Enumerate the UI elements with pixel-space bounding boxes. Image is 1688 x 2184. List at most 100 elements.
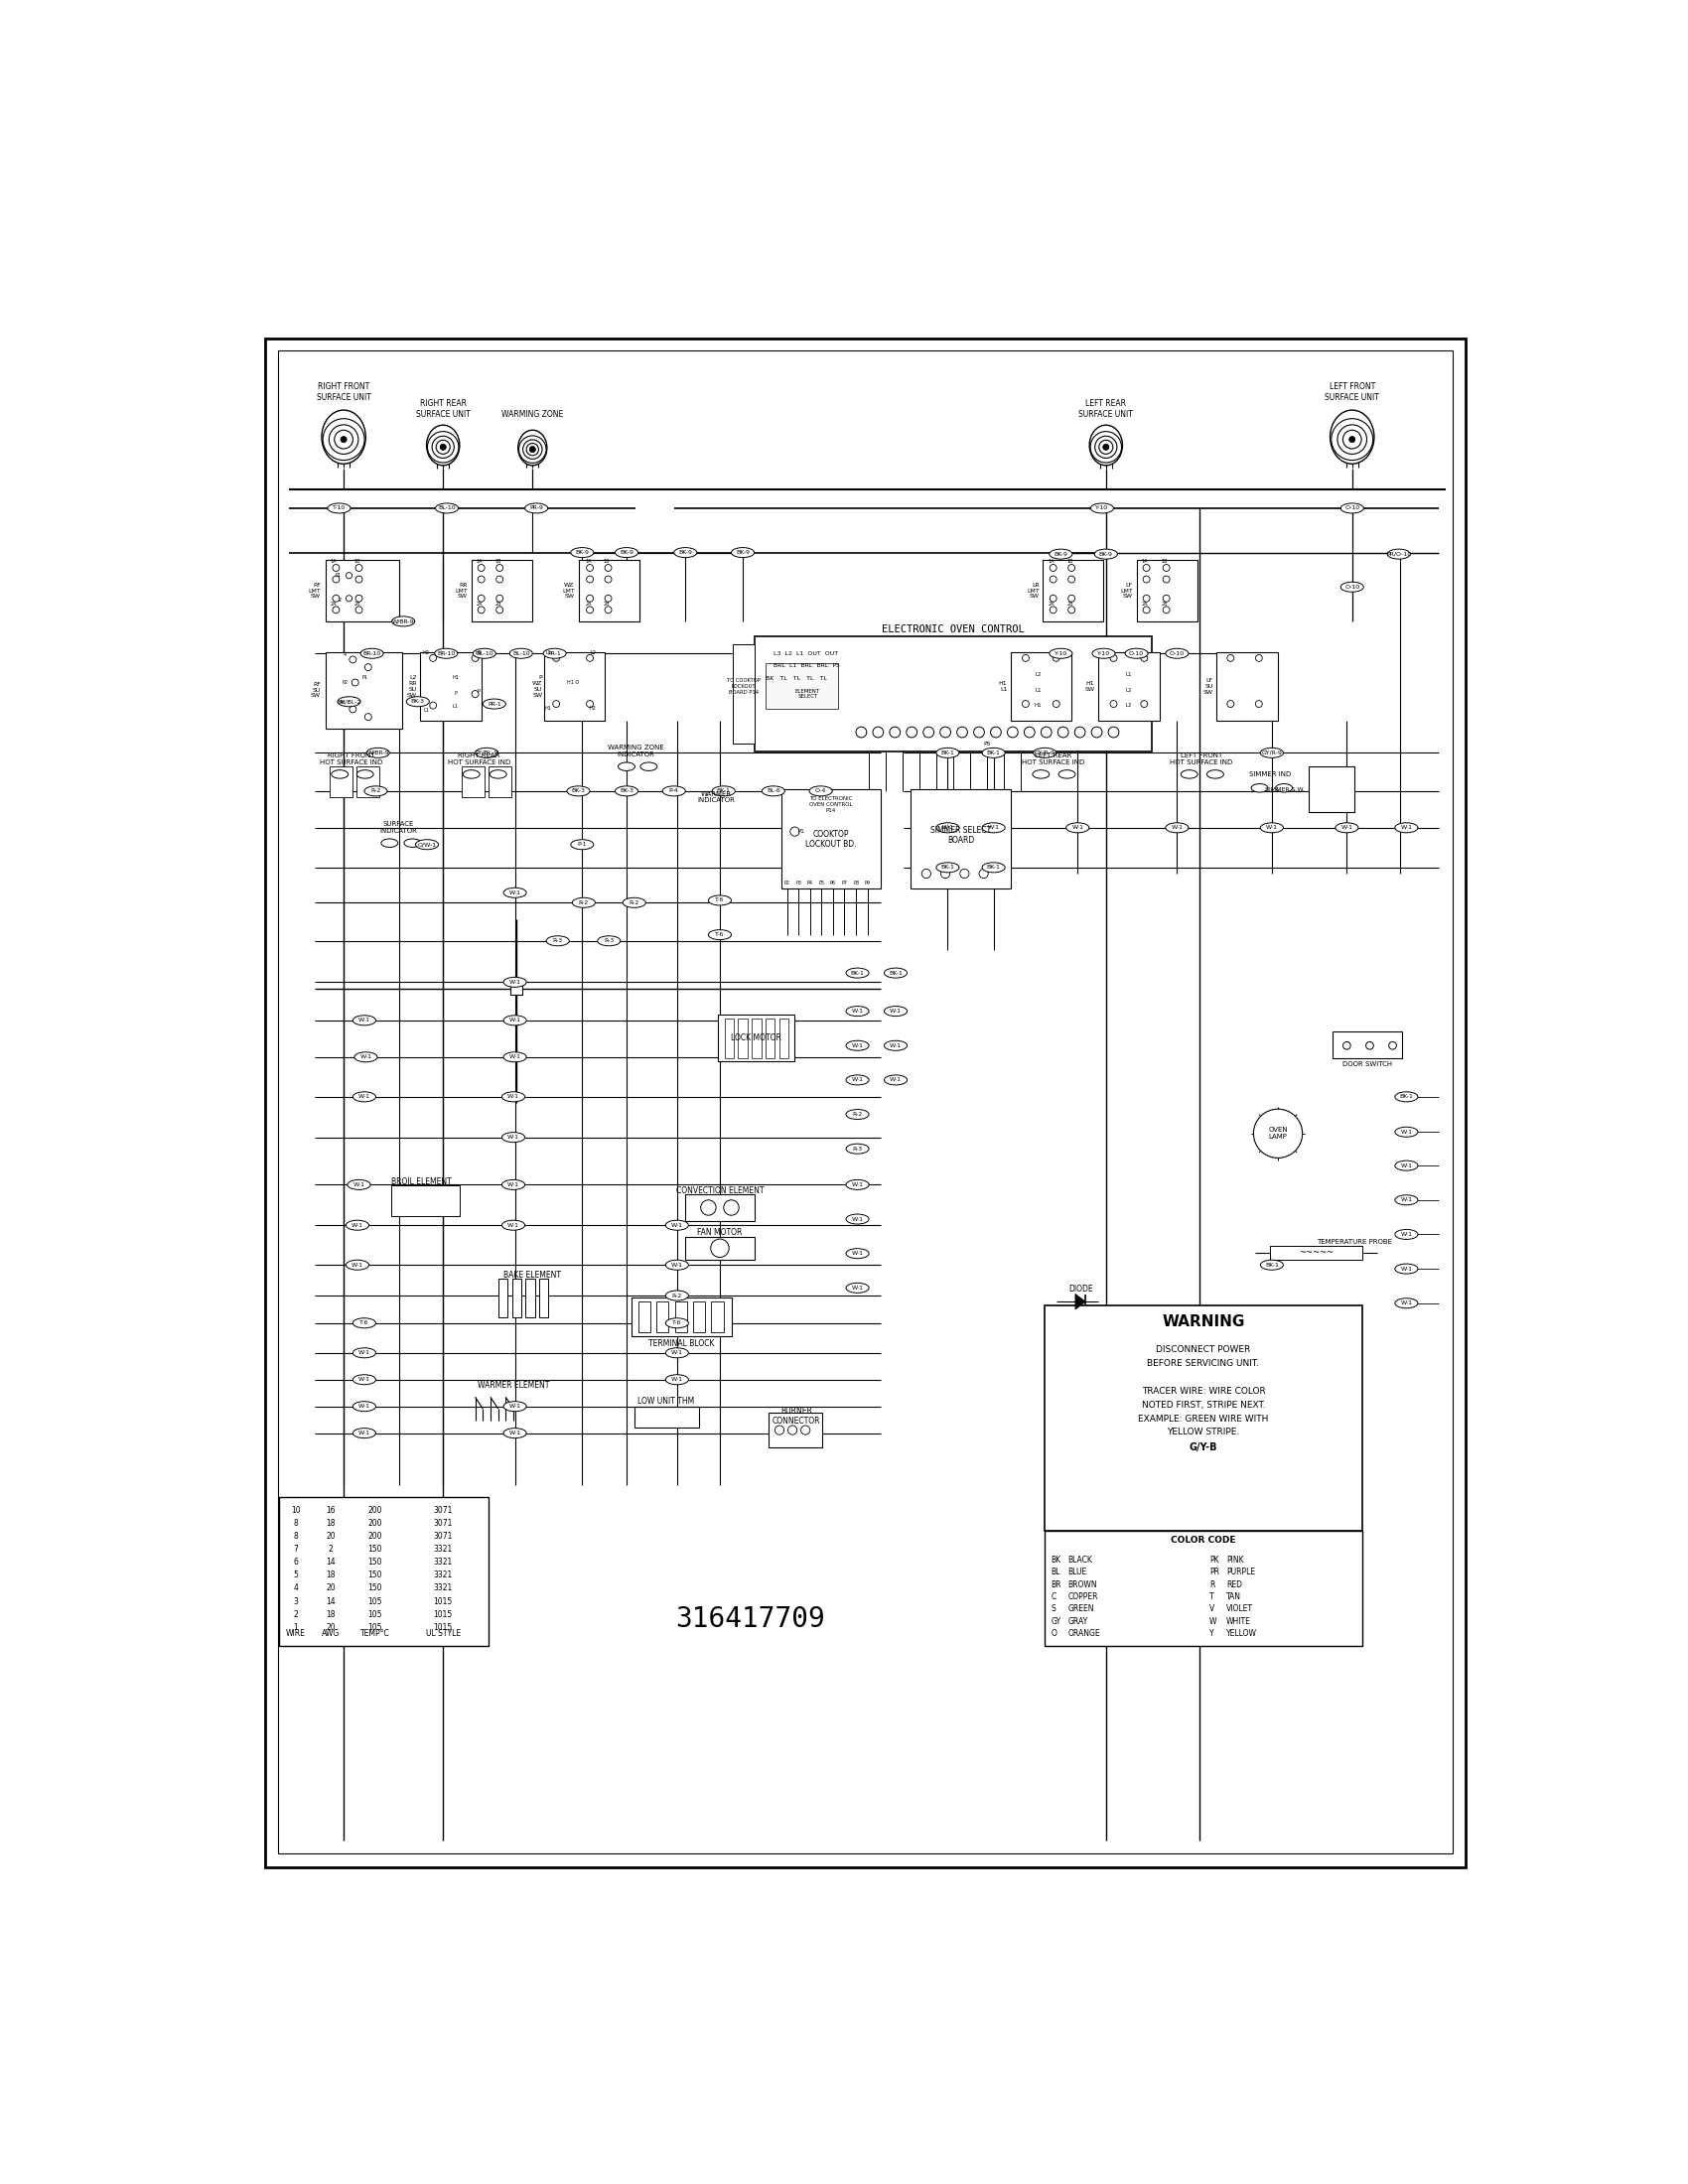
Text: RIGHT REAR
SURFACE UNIT: RIGHT REAR SURFACE UNIT	[415, 400, 471, 419]
Circle shape	[496, 607, 503, 614]
Text: BROWN: BROWN	[1069, 1579, 1097, 1590]
Text: 2: 2	[294, 1610, 297, 1618]
Ellipse shape	[407, 697, 429, 708]
Text: L1: L1	[1035, 688, 1041, 692]
Text: 16: 16	[326, 1507, 336, 1516]
Ellipse shape	[1094, 548, 1117, 559]
Text: H1: H1	[545, 705, 552, 712]
Ellipse shape	[614, 786, 638, 795]
Circle shape	[1069, 594, 1075, 603]
Text: H2: H2	[422, 651, 429, 655]
Ellipse shape	[353, 1402, 376, 1411]
Circle shape	[356, 577, 363, 583]
Text: W/BR-9: W/BR-9	[366, 751, 390, 756]
Text: P-4: P-4	[668, 788, 679, 793]
Ellipse shape	[567, 786, 589, 795]
Text: W-1: W-1	[508, 1136, 520, 1140]
Text: W-1: W-1	[510, 981, 522, 985]
Text: L1: L1	[424, 708, 429, 712]
Text: WARNING: WARNING	[1161, 1315, 1244, 1330]
Bar	[510, 983, 523, 994]
Text: BR-10: BR-10	[363, 651, 381, 655]
Text: 2B: 2B	[603, 601, 609, 607]
Circle shape	[333, 577, 339, 583]
Circle shape	[351, 679, 358, 686]
Circle shape	[530, 446, 535, 452]
Text: BK-9: BK-9	[576, 550, 589, 555]
Text: SIMMER S.W.: SIMMER S.W.	[1264, 786, 1305, 793]
Ellipse shape	[1340, 502, 1364, 513]
Text: W-1: W-1	[358, 1431, 370, 1435]
Text: RIGHT REAR
HOT SURFACE IND: RIGHT REAR HOT SURFACE IND	[447, 753, 510, 764]
Ellipse shape	[665, 1348, 689, 1358]
Ellipse shape	[846, 1144, 869, 1153]
Text: R-2: R-2	[630, 900, 640, 904]
Text: P-1: P-1	[577, 843, 587, 847]
Text: PR/O-10: PR/O-10	[1386, 553, 1411, 557]
Text: P
WZ
SU
SW: P WZ SU SW	[532, 675, 542, 697]
Ellipse shape	[846, 968, 869, 978]
Circle shape	[478, 563, 484, 572]
Text: 3071: 3071	[434, 1507, 452, 1516]
Circle shape	[365, 714, 371, 721]
Ellipse shape	[501, 1179, 525, 1190]
Text: 200: 200	[368, 1531, 381, 1540]
Bar	[488, 767, 511, 797]
Text: W-1: W-1	[1401, 826, 1413, 830]
Text: WIRE: WIRE	[285, 1629, 306, 1638]
Circle shape	[471, 655, 479, 662]
Circle shape	[1344, 1042, 1350, 1048]
Circle shape	[356, 594, 363, 603]
Text: W-1: W-1	[890, 1044, 901, 1048]
Circle shape	[800, 1426, 810, 1435]
Ellipse shape	[571, 839, 594, 850]
Circle shape	[349, 705, 356, 712]
Text: O-4: O-4	[815, 788, 827, 793]
Ellipse shape	[1394, 823, 1418, 832]
Text: BK-1: BK-1	[940, 751, 954, 756]
Bar	[279, 352, 1452, 1854]
Text: PINK: PINK	[1227, 1555, 1244, 1564]
Text: P4: P4	[807, 880, 814, 885]
Ellipse shape	[348, 1179, 370, 1190]
Circle shape	[1053, 655, 1060, 662]
Bar	[1045, 1306, 1362, 1531]
Ellipse shape	[501, 1131, 525, 1142]
Text: BK-1: BK-1	[987, 865, 1001, 869]
Circle shape	[333, 607, 339, 614]
Circle shape	[1163, 594, 1170, 603]
Text: 200: 200	[368, 1507, 381, 1516]
Text: 10: 10	[290, 1507, 300, 1516]
Text: P: P	[476, 690, 479, 695]
Ellipse shape	[503, 1053, 527, 1061]
Text: TRACER WIRE: WIRE COLOR: TRACER WIRE: WIRE COLOR	[1141, 1387, 1266, 1396]
Text: 3071: 3071	[434, 1518, 452, 1529]
Text: RIGHT FRONT
SURFACE UNIT: RIGHT FRONT SURFACE UNIT	[316, 382, 371, 402]
Ellipse shape	[346, 1221, 370, 1230]
Text: BK-1: BK-1	[940, 865, 954, 869]
Ellipse shape	[353, 1319, 376, 1328]
Circle shape	[1332, 419, 1372, 461]
Text: 3: 3	[294, 1597, 297, 1605]
Text: LEFT FRONT
SURFACE UNIT: LEFT FRONT SURFACE UNIT	[1325, 382, 1379, 402]
Text: 8: 8	[294, 1518, 297, 1529]
Circle shape	[873, 727, 883, 738]
Circle shape	[604, 563, 611, 572]
Text: P5: P5	[984, 740, 991, 747]
Text: BRL  L1  BRL  BRL  P5: BRL L1 BRL BRL P5	[773, 664, 839, 668]
Ellipse shape	[503, 1428, 527, 1437]
Text: 2B: 2B	[495, 601, 501, 607]
Text: O-10: O-10	[1129, 651, 1144, 655]
Text: GY: GY	[1052, 1616, 1062, 1625]
Text: LEFT REAR
SURFACE UNIT: LEFT REAR SURFACE UNIT	[1079, 400, 1133, 419]
Text: W-1: W-1	[358, 1018, 370, 1022]
Circle shape	[586, 594, 592, 603]
Text: TO COOKTOP
LOCKOUT
BOARD P14: TO COOKTOP LOCKOUT BOARD P14	[728, 677, 760, 695]
Text: W-1: W-1	[1266, 826, 1278, 830]
Text: 1: 1	[294, 1623, 297, 1631]
Ellipse shape	[982, 747, 1004, 758]
Circle shape	[1025, 727, 1035, 738]
Text: BK-9: BK-9	[619, 550, 633, 555]
Text: L1: L1	[545, 651, 552, 655]
Circle shape	[430, 655, 437, 662]
